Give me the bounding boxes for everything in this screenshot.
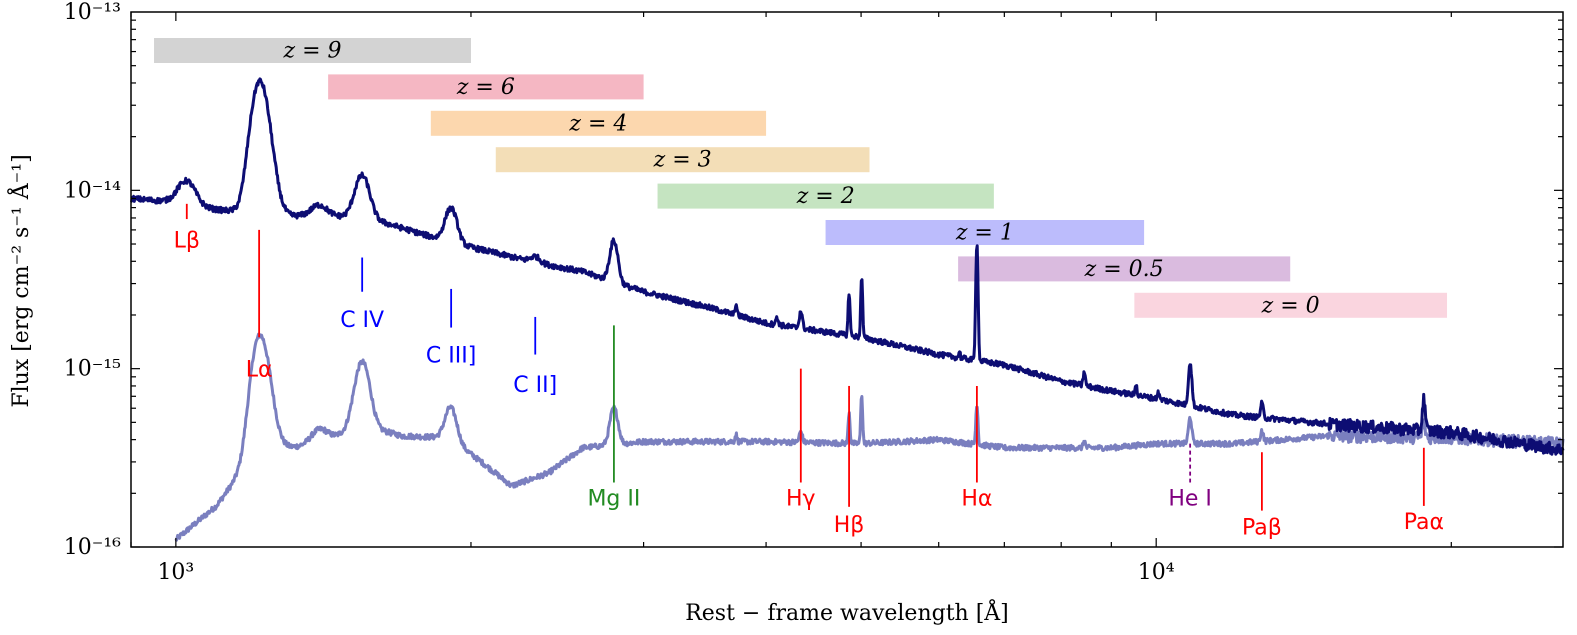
redshift-band-label: z = 3 [653,148,712,173]
line-marker-label: C IV [340,308,384,333]
redshift-bands: z = 9 z = 6 z = 4 z = 3 z = 2 z = 1 z = 0.5 z =… [154,38,1448,318]
axes: 10³ 10⁴ 10⁻¹⁶ 10⁻¹⁵ 10⁻¹⁴ 10⁻¹³ [64,0,1564,585]
redshift-band-label: z = 9 [282,39,341,64]
line-marker-label: C III] [426,344,476,369]
y-tick-label: 10⁻¹⁶ [64,535,121,560]
line-marker-label: C II] [513,373,557,398]
plot-frame [130,11,1564,548]
redshift-band-label: z = 0 [1261,293,1320,318]
line-marker-label: Paβ [1242,516,1282,541]
spectrum-series [129,77,1565,542]
line-marker-label: Hγ [786,486,816,511]
x-tick-label: 10³ [157,560,194,585]
emission-line-annotations: Lβ Lα C IV C III] C II] Mg II Hγ Hβ Hα He I Paβ Paα [174,203,1444,541]
redshift-band-label: z = 2 [796,184,855,209]
redshift-band [1134,292,1448,318]
redshift-band [958,256,1291,282]
x-tick-label: 10⁴ [1138,560,1175,585]
line-marker-label: Hα [961,486,992,511]
y-axis-label: Flux [erg cm⁻² s⁻¹ Å⁻¹] [6,154,34,407]
x-axis-label: Rest − frame wavelength [Å] [685,598,1009,626]
redshift-band [154,38,471,63]
redshift-band [328,74,644,100]
redshift-band [657,183,994,209]
y-tick-label: 10⁻¹³ [64,0,121,25]
line-marker-label: Hβ [834,513,865,538]
redshift-band-label: z = 4 [568,111,627,136]
line-marker-label: Paα [1404,510,1444,535]
redshift-band [430,110,767,136]
line-marker-label: He I [1168,486,1212,511]
y-tick-label: 10⁻¹⁵ [64,357,121,382]
line-marker-label: Lα [246,358,273,383]
redshift-band-label: z = 6 [456,75,515,100]
redshift-band-label: z = 1 [955,221,1014,246]
redshift-band [495,147,870,173]
line-marker-label: Mg II [587,486,640,511]
y-tick-label: 10⁻¹⁴ [64,178,121,203]
composite-spectrum-dark-line [129,77,1565,456]
host-subtracted-spectrum-light-line [174,332,1565,542]
redshift-band [825,220,1145,245]
line-marker-label: Lβ [174,229,200,254]
redshift-band-label: z = 0.5 [1084,257,1164,282]
